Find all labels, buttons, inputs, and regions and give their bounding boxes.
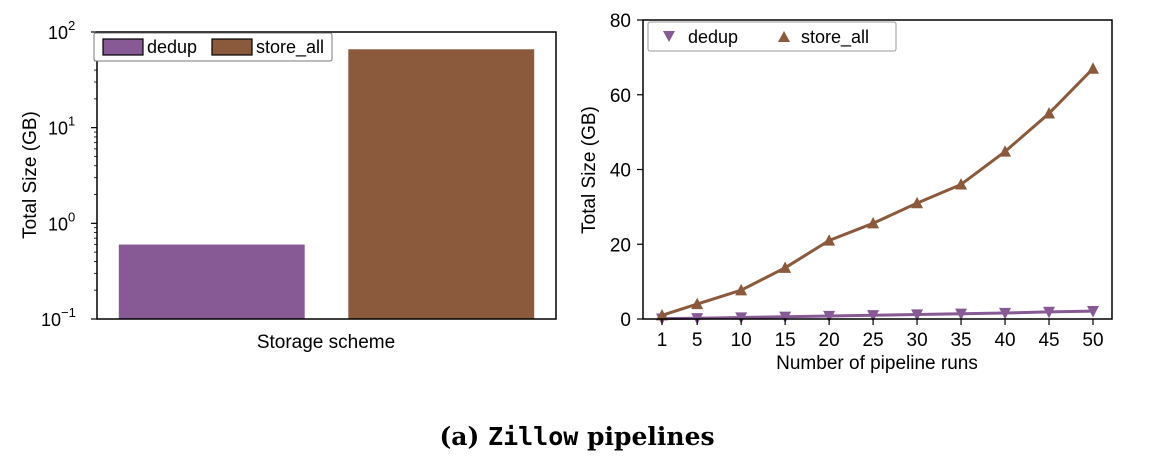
bar-y-tick-exponent: 1	[68, 114, 75, 129]
point-store-all	[955, 178, 968, 190]
line-legend-label-dedup: dedup	[688, 27, 738, 47]
line-x-tick-label: 40	[994, 330, 1015, 351]
line-y-tick-label: 20	[610, 235, 631, 256]
point-dedup	[999, 307, 1012, 320]
line-chart-frame	[642, 19, 1113, 320]
line-x-tick-label: 30	[907, 330, 928, 351]
point-dedup	[867, 310, 880, 322]
bar-y-tick-exponent: 2	[68, 18, 75, 33]
line-chart-x-ticks: 1 5 10 15 20 25 30 35 40 45 50	[657, 319, 1104, 351]
bar-store-all	[348, 49, 535, 319]
caption-suffix: pipelines	[578, 422, 714, 451]
point-store-all	[867, 217, 880, 229]
line-chart-legend: dedup store_all	[647, 21, 897, 52]
line-x-tick-label: 1	[657, 330, 668, 351]
bar-legend-swatch-dedup	[102, 38, 144, 56]
line-legend-label-store-all: store_all	[801, 27, 869, 48]
bar-y-tick-label: 10−1	[41, 305, 76, 330]
bar-legend-swatch-store-all	[211, 38, 253, 56]
point-store-all	[779, 261, 792, 273]
point-dedup	[1087, 306, 1099, 318]
bar-y-tick-base: 10	[41, 310, 61, 330]
point-store-all	[1087, 62, 1099, 74]
bar-legend-label-dedup: dedup	[147, 37, 197, 57]
bar-chart-frame	[96, 31, 557, 320]
caption-name: Zillow	[488, 422, 579, 451]
point-store-all	[911, 196, 924, 209]
line-y-tick-label: 80	[610, 11, 631, 32]
series-line-store-all	[661, 67, 1095, 317]
line-x-tick-label: 50	[1082, 330, 1103, 351]
bar-legend-label-store-all: store_all	[256, 37, 324, 58]
bar-y-tick-label: 101	[48, 114, 75, 139]
line-x-tick-label: 45	[1038, 330, 1059, 351]
point-dedup	[955, 308, 968, 321]
line-chart-y-ticks: 0 20 40 60 80	[610, 11, 643, 331]
bar-y-tick-exponent: 0	[68, 209, 75, 224]
bar-chart-y-axis-label: Total Size (GB)	[20, 111, 41, 239]
bar-y-tick-label: 100	[48, 209, 75, 234]
line-y-tick-label: 40	[610, 161, 631, 182]
bar-y-tick-exponent: −1	[61, 305, 76, 320]
point-store-all	[1043, 107, 1056, 119]
line-chart-series	[656, 62, 1099, 325]
line-x-tick-label: 20	[819, 330, 840, 351]
bar-y-tick-base: 10	[48, 119, 68, 139]
line-x-tick-label: 35	[950, 330, 971, 351]
line-chart-y-axis-label: Total Size (GB)	[579, 106, 600, 234]
point-store-all	[735, 283, 748, 296]
bar-dedup	[118, 244, 305, 319]
bar-chart-bars	[118, 49, 535, 319]
line-chart-x-axis-label: Number of pipeline runs	[776, 353, 978, 374]
line-x-tick-label: 15	[775, 330, 796, 351]
point-store-all	[999, 145, 1012, 157]
line-y-tick-label: 60	[610, 86, 631, 107]
line-x-tick-label: 25	[863, 330, 884, 351]
point-store-all	[656, 308, 668, 321]
point-dedup	[735, 312, 748, 324]
bar-y-tick-base: 10	[48, 23, 68, 43]
line-y-tick-label: 0	[620, 310, 631, 331]
bar-y-tick-label: 102	[48, 18, 75, 43]
point-dedup	[779, 311, 792, 324]
point-dedup	[823, 310, 836, 323]
bar-chart-legend: dedup store_all	[93, 32, 333, 62]
bar-chart-x-axis-label: Storage scheme	[257, 332, 395, 353]
figure-caption: (a) Zillow pipelines	[439, 422, 714, 451]
point-store-all	[823, 234, 836, 246]
line-x-tick-label: 5	[692, 330, 703, 351]
caption-prefix: (a)	[439, 422, 488, 451]
line-legend-box	[647, 21, 897, 52]
line-legend-marker-dedup	[663, 31, 675, 42]
point-dedup	[911, 309, 924, 321]
line-legend-marker-store-all	[778, 31, 790, 42]
point-dedup	[1043, 306, 1056, 319]
bar-y-tick-base: 10	[48, 214, 68, 234]
point-store-all	[691, 297, 704, 310]
line-x-tick-label: 10	[731, 330, 752, 351]
